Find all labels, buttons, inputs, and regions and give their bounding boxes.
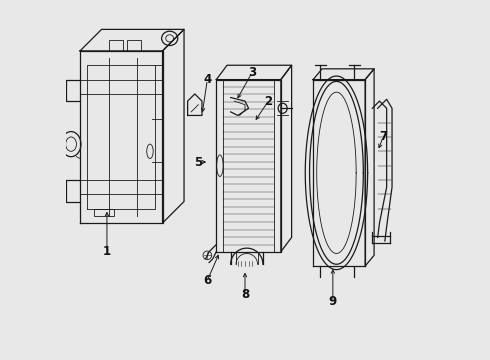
Text: 8: 8 [241, 288, 249, 301]
Text: 1: 1 [103, 245, 111, 258]
Text: 3: 3 [248, 66, 256, 79]
Bar [95, 210, 114, 216]
Text: 2: 2 [264, 95, 272, 108]
Text: 5: 5 [194, 156, 202, 168]
Text: 7: 7 [379, 130, 387, 144]
Text: 9: 9 [329, 296, 337, 309]
Text: 4: 4 [203, 73, 212, 86]
Text: 6: 6 [203, 274, 212, 287]
